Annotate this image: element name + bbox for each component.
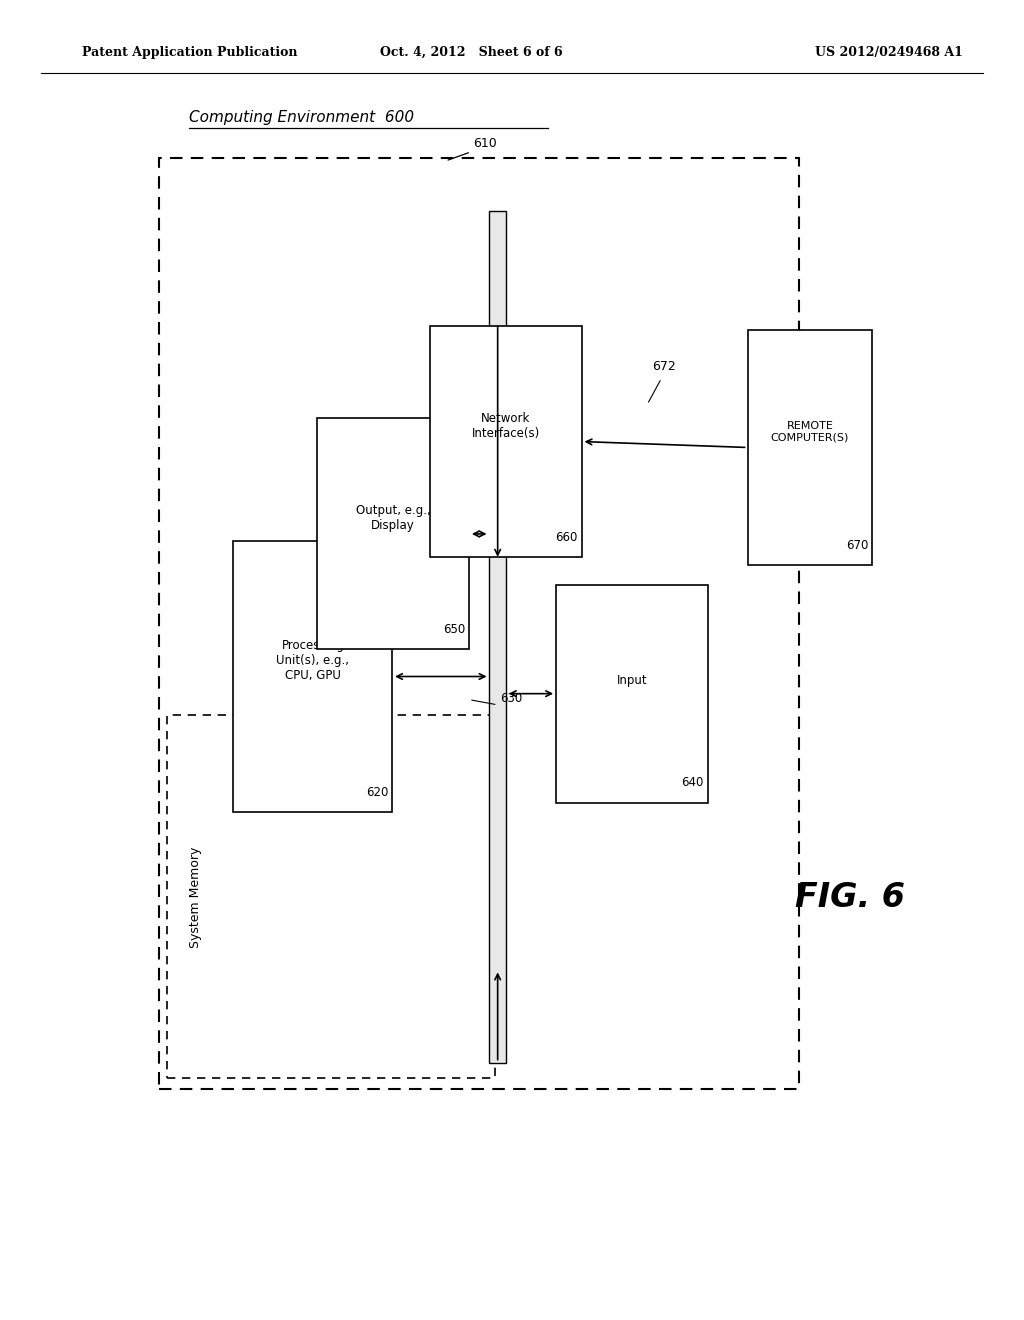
Bar bbox=[556, 585, 708, 803]
Text: System Bus  622: System Bus 622 bbox=[516, 454, 526, 549]
Text: 670: 670 bbox=[846, 539, 868, 552]
Text: 672: 672 bbox=[651, 360, 676, 372]
Text: 620: 620 bbox=[366, 785, 388, 799]
Bar bbox=[489, 211, 506, 1063]
Bar bbox=[167, 715, 495, 1078]
Bar bbox=[430, 326, 582, 557]
Text: Computing Environment  600: Computing Environment 600 bbox=[189, 111, 415, 125]
Text: 640: 640 bbox=[681, 776, 703, 789]
Bar bbox=[748, 330, 872, 565]
Bar bbox=[159, 158, 799, 1089]
Text: 610: 610 bbox=[473, 137, 497, 150]
Text: 630: 630 bbox=[500, 692, 522, 705]
Text: Input: Input bbox=[616, 675, 647, 686]
Text: Network
Interface(s): Network Interface(s) bbox=[472, 412, 540, 440]
Text: REMOTE
COMPUTER(S): REMOTE COMPUTER(S) bbox=[771, 421, 849, 442]
Bar bbox=[317, 418, 469, 649]
Text: FIG. 6: FIG. 6 bbox=[795, 882, 905, 913]
Text: System Memory: System Memory bbox=[189, 846, 203, 948]
Text: Output, e.g.,
Display: Output, e.g., Display bbox=[356, 504, 430, 532]
Text: US 2012/0249468 A1: US 2012/0249468 A1 bbox=[815, 46, 963, 59]
Text: 650: 650 bbox=[442, 623, 465, 636]
Text: Patent Application Publication: Patent Application Publication bbox=[82, 46, 297, 59]
Text: 660: 660 bbox=[555, 531, 578, 544]
Bar bbox=[233, 541, 392, 812]
Text: Oct. 4, 2012   Sheet 6 of 6: Oct. 4, 2012 Sheet 6 of 6 bbox=[380, 46, 562, 59]
Text: Processing
Unit(s), e.g.,
CPU, GPU: Processing Unit(s), e.g., CPU, GPU bbox=[276, 639, 349, 682]
